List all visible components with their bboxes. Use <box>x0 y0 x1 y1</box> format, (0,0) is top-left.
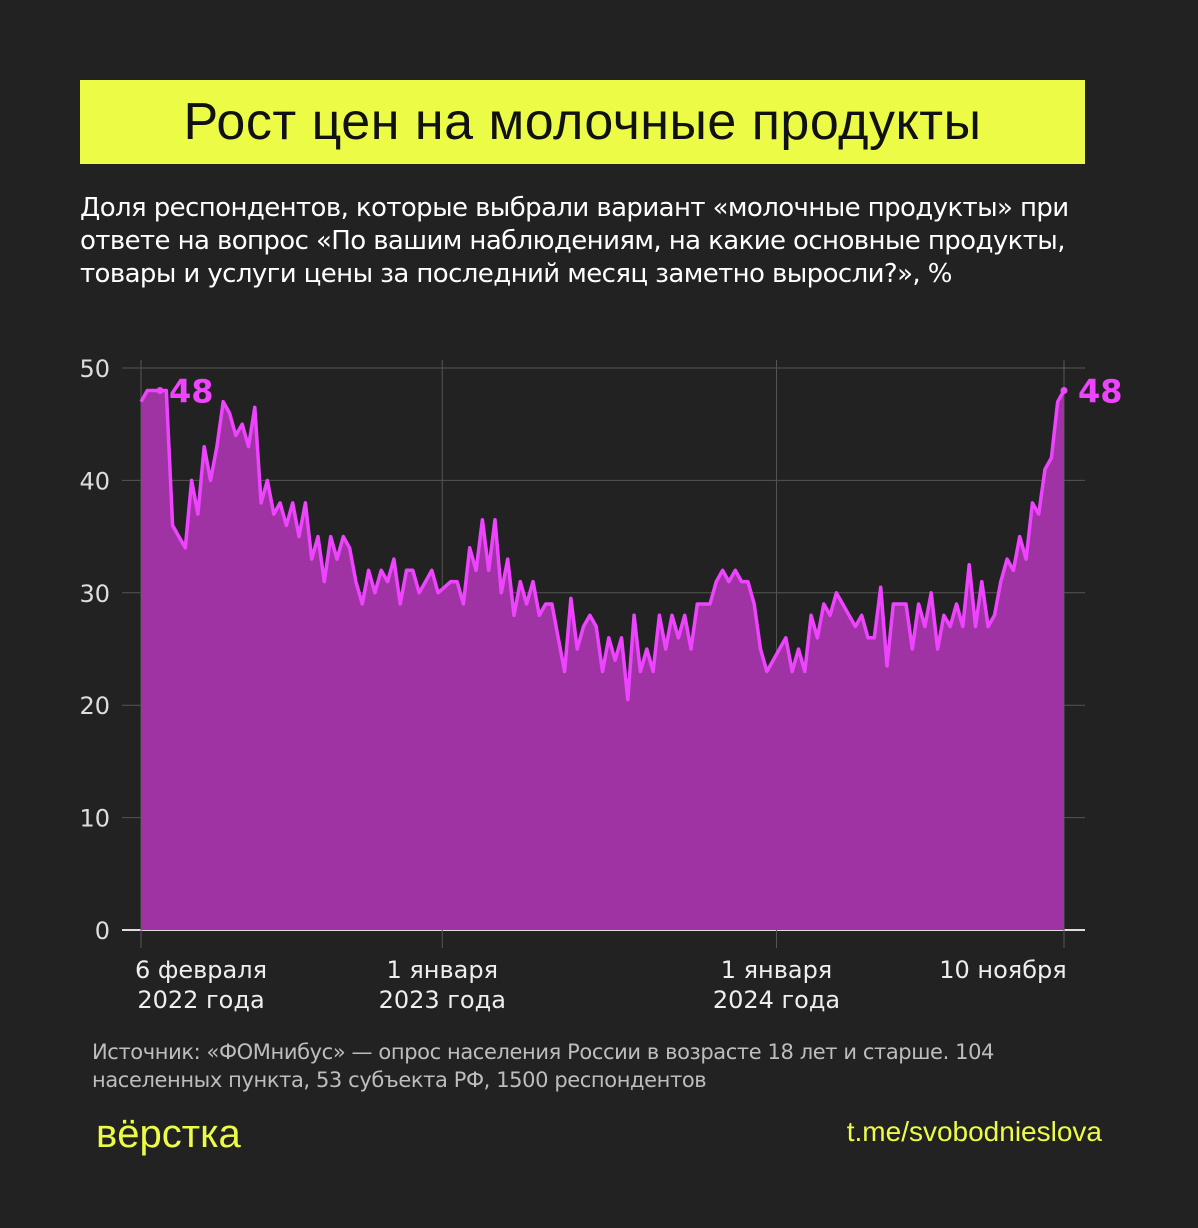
x-tick-label: 6 февраля <box>135 956 267 984</box>
x-tick-label: 10 ноября <box>939 956 1066 984</box>
x-tick-label: 1 января <box>386 956 498 984</box>
y-tick-label: 40 <box>79 467 110 495</box>
x-tick-label: 1 января <box>721 956 833 984</box>
y-tick-label: 30 <box>79 580 110 608</box>
end-marker <box>156 386 164 394</box>
x-tick-label: 2022 года <box>137 986 264 1014</box>
telegram-link[interactable]: t.me/svobodnieslova <box>846 1116 1102 1147</box>
value-annotations: 48 48 <box>156 372 1123 410</box>
source-note: Источник: «ФОМнибус» — опрос населения Р… <box>92 1040 995 1092</box>
value-label: 48 <box>1078 372 1123 410</box>
x-tick-label: 2023 года <box>379 986 506 1014</box>
y-tick-label: 10 <box>79 805 110 833</box>
end-marker <box>1060 386 1068 394</box>
data-line <box>139 388 1066 702</box>
y-axis-ticks: 0 10 20 30 40 50 <box>79 355 110 945</box>
y-tick-label: 50 <box>79 355 110 383</box>
chart-subtitle: Доля респондентов, которые выбрали вариа… <box>80 193 1069 289</box>
y-tick-label: 0 <box>95 917 110 945</box>
value-label: 48 <box>169 372 214 410</box>
area-fill <box>141 390 1064 930</box>
page-title: Рост цен на молочные продукты <box>183 93 982 151</box>
title-banner: Рост цен на молочные продукты <box>80 80 1085 164</box>
x-tick-label: 2024 года <box>713 986 840 1014</box>
y-tick-label: 20 <box>79 692 110 720</box>
brand-logo: вёрстка <box>96 1112 241 1156</box>
